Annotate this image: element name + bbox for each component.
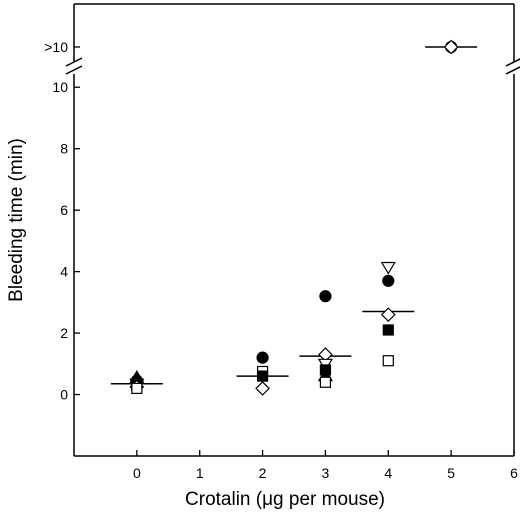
- y-tick-label: 6: [60, 202, 68, 218]
- y-tick-label: 0: [60, 387, 68, 403]
- data-point: [382, 355, 394, 367]
- data-point: [319, 290, 332, 303]
- y-tick-label: 2: [60, 325, 68, 341]
- y-tick-label-break: >10: [44, 39, 68, 55]
- axis-break-mark-right: [505, 58, 520, 67]
- axis-ticks: 0 1 2 3 4 5 6 0 2 4 6 8 10 >10: [44, 39, 518, 481]
- data-point: [319, 376, 332, 388]
- x-tick-label: 3: [322, 465, 330, 481]
- data-point: [255, 381, 270, 396]
- axis-break-mark-left: [65, 57, 83, 67]
- axis-break-mark-right: [505, 66, 520, 75]
- y-tick-label: 10: [52, 79, 68, 95]
- axis-break-mark-left: [65, 65, 83, 75]
- y-axis-title: Bleeding time (min): [6, 138, 27, 302]
- plot-frame: [65, 3, 520, 457]
- x-tick-label: 1: [196, 465, 204, 481]
- x-tick-label: 5: [447, 465, 455, 481]
- x-axis-title: Crotalin (μg per mouse): [185, 489, 385, 510]
- data-point: [256, 370, 269, 382]
- x-tick-label: 6: [510, 465, 518, 481]
- y-tick-label: 8: [60, 141, 68, 157]
- x-tick-label: 4: [384, 465, 392, 481]
- x-tick-label: 2: [259, 465, 267, 481]
- data-point: [443, 39, 459, 55]
- data-point: [256, 351, 269, 364]
- data-point: [382, 274, 395, 287]
- data-point: [382, 324, 394, 336]
- data-point: [380, 307, 396, 322]
- data-point: [380, 261, 396, 275]
- y-tick-label: 4: [60, 264, 68, 280]
- mean-lines: [110, 46, 478, 385]
- x-tick-label: 0: [133, 465, 141, 481]
- data-point: [131, 382, 143, 394]
- data-points: [129, 39, 459, 396]
